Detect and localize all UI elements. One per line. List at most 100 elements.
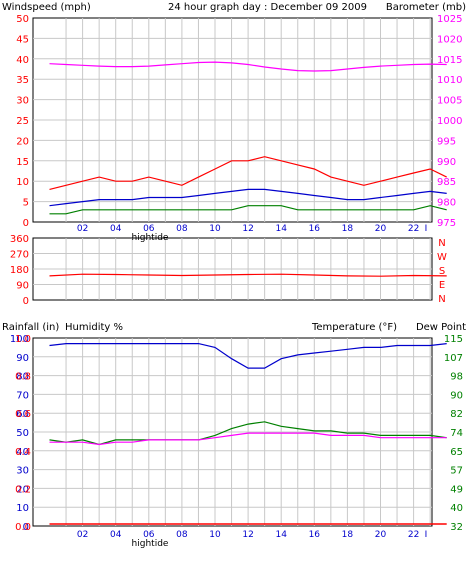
windspeed-tick-5: 5: [23, 198, 29, 209]
hightide-label-top: hightide: [132, 233, 169, 243]
windspeed-tick-25: 25: [16, 116, 29, 127]
barometer-tick-1000: 1000: [437, 116, 462, 127]
temperature-tick-32: 32: [450, 522, 463, 533]
temperature-tick-107: 107: [444, 353, 463, 364]
rain-tick-3: 0.4: [15, 447, 31, 458]
compass-label-4: N: [438, 294, 445, 305]
hightide-label-bottom: hightide: [132, 539, 169, 549]
temperature-tick-40: 40: [450, 503, 463, 514]
barometer-axis-label: Barometer (mb): [386, 2, 466, 13]
dewpoint-axis-label: Dew Point: [416, 322, 466, 333]
direction-tick-180: 180: [10, 265, 29, 276]
rainfall-axis-label: Rainfall (in): [2, 322, 59, 333]
rain-tick-5: 0.0: [15, 522, 31, 533]
compass-label-2: S: [439, 266, 445, 277]
x-tick-top-12: 12: [242, 224, 253, 234]
temperature-tick-90: 90: [450, 390, 463, 401]
humidity-tick-80: 80: [16, 372, 29, 383]
barometer-tick-980: 980: [437, 198, 456, 209]
compass-label-3: E: [439, 280, 445, 291]
rain-tick-2: 0.6: [15, 409, 31, 420]
x-tick-bottom-18: 18: [342, 530, 354, 540]
windspeed-tick-30: 30: [16, 96, 29, 107]
x-tick-bottom-06: 06: [143, 530, 155, 540]
series-wind_avg: [49, 205, 447, 215]
x-tick-bottom-02: 02: [77, 530, 88, 540]
temperature-axis-label: Temperature (°F): [311, 322, 397, 333]
series-temperature: [49, 421, 447, 446]
series-barometer: [49, 61, 447, 72]
tick-layer: 5045403530252015105010251020101510101005…: [10, 14, 463, 540]
series-layer: [49, 61, 447, 525]
x-tick-bottom-14: 14: [275, 530, 287, 540]
series-wind_speed: [49, 156, 447, 190]
x-tick-bottom-22: 22: [408, 530, 419, 540]
windspeed-tick-15: 15: [16, 157, 29, 168]
x-tick-bottom-12: 12: [242, 530, 253, 540]
x-tick-bottom-04: 04: [110, 530, 122, 540]
humidity-tick-0: 0: [23, 522, 29, 533]
temperature-tick-74: 74: [450, 428, 463, 439]
x-tick-bottom-10: 10: [209, 530, 221, 540]
series-wind_dir: [49, 273, 447, 277]
windspeed-tick-50: 50: [16, 14, 29, 25]
x-tick-top-02: 02: [77, 224, 88, 234]
temperature-tick-115: 115: [444, 334, 463, 345]
x-tick-top-10: 10: [209, 224, 221, 234]
x-tick-top-04: 04: [110, 224, 122, 234]
windspeed-tick-20: 20: [16, 136, 29, 147]
humidity-tick-50: 50: [16, 428, 29, 439]
humidity-tick-20: 20: [16, 484, 29, 495]
direction-tick-360: 360: [10, 234, 29, 245]
barometer-tick-1025: 1025: [437, 14, 462, 25]
windspeed-tick-40: 40: [16, 55, 29, 66]
windspeed-tick-0: 0: [23, 218, 29, 229]
barometer-tick-990: 990: [437, 157, 456, 168]
x-tick-top-06: 06: [143, 224, 155, 234]
humidity-tick-60: 60: [16, 409, 29, 420]
series-wind_line: [49, 188, 447, 207]
barometer-tick-1005: 1005: [437, 96, 462, 107]
grid-layer: [33, 18, 432, 526]
barometer-tick-1015: 1015: [437, 55, 462, 66]
x-tick-bottom-08: 08: [176, 530, 188, 540]
x-tick-top-22: 22: [408, 224, 419, 234]
x-tick-top-I: I: [425, 224, 428, 234]
barometer-tick-985: 985: [437, 177, 456, 188]
windspeed-tick-10: 10: [16, 177, 29, 188]
x-tick-bottom-20: 20: [375, 530, 387, 540]
barometer-tick-995: 995: [437, 136, 456, 147]
humidity-tick-30: 30: [16, 466, 29, 477]
temperature-tick-82: 82: [450, 409, 463, 420]
humidity-axis-label: Humidity %: [65, 322, 123, 333]
x-tick-bottom-16: 16: [309, 530, 321, 540]
x-tick-top-16: 16: [309, 224, 321, 234]
windspeed-tick-45: 45: [16, 34, 29, 45]
humidity-tick-70: 70: [16, 390, 29, 401]
x-tick-top-08: 08: [176, 224, 188, 234]
direction-tick-90: 90: [16, 281, 29, 292]
humidity-tick-10: 10: [16, 503, 29, 514]
windspeed-tick-35: 35: [16, 75, 29, 86]
humidity-tick-40: 40: [16, 447, 29, 458]
rain-tick-1: 0.8: [15, 372, 31, 383]
humidity-tick-100: 100: [10, 334, 29, 345]
x-tick-top-18: 18: [342, 224, 354, 234]
x-tick-top-14: 14: [275, 224, 287, 234]
direction-tick-0: 0: [23, 296, 29, 307]
compass-label-0: N: [438, 238, 445, 249]
temperature-tick-57: 57: [450, 466, 463, 477]
chart-title: 24 hour graph day : December 09 2009: [168, 2, 367, 13]
barometer-tick-1010: 1010: [437, 75, 462, 86]
temperature-tick-49: 49: [450, 484, 463, 495]
windspeed-axis-label: Windspeed (mph): [2, 2, 91, 13]
barometer-tick-1020: 1020: [437, 34, 462, 45]
compass-label-1: W: [437, 252, 447, 263]
series-humidity: [49, 343, 447, 369]
series-dew_point: [49, 432, 447, 446]
temperature-tick-98: 98: [450, 372, 463, 383]
barometer-tick-975: 975: [437, 218, 456, 229]
humidity-tick-90: 90: [16, 353, 29, 364]
